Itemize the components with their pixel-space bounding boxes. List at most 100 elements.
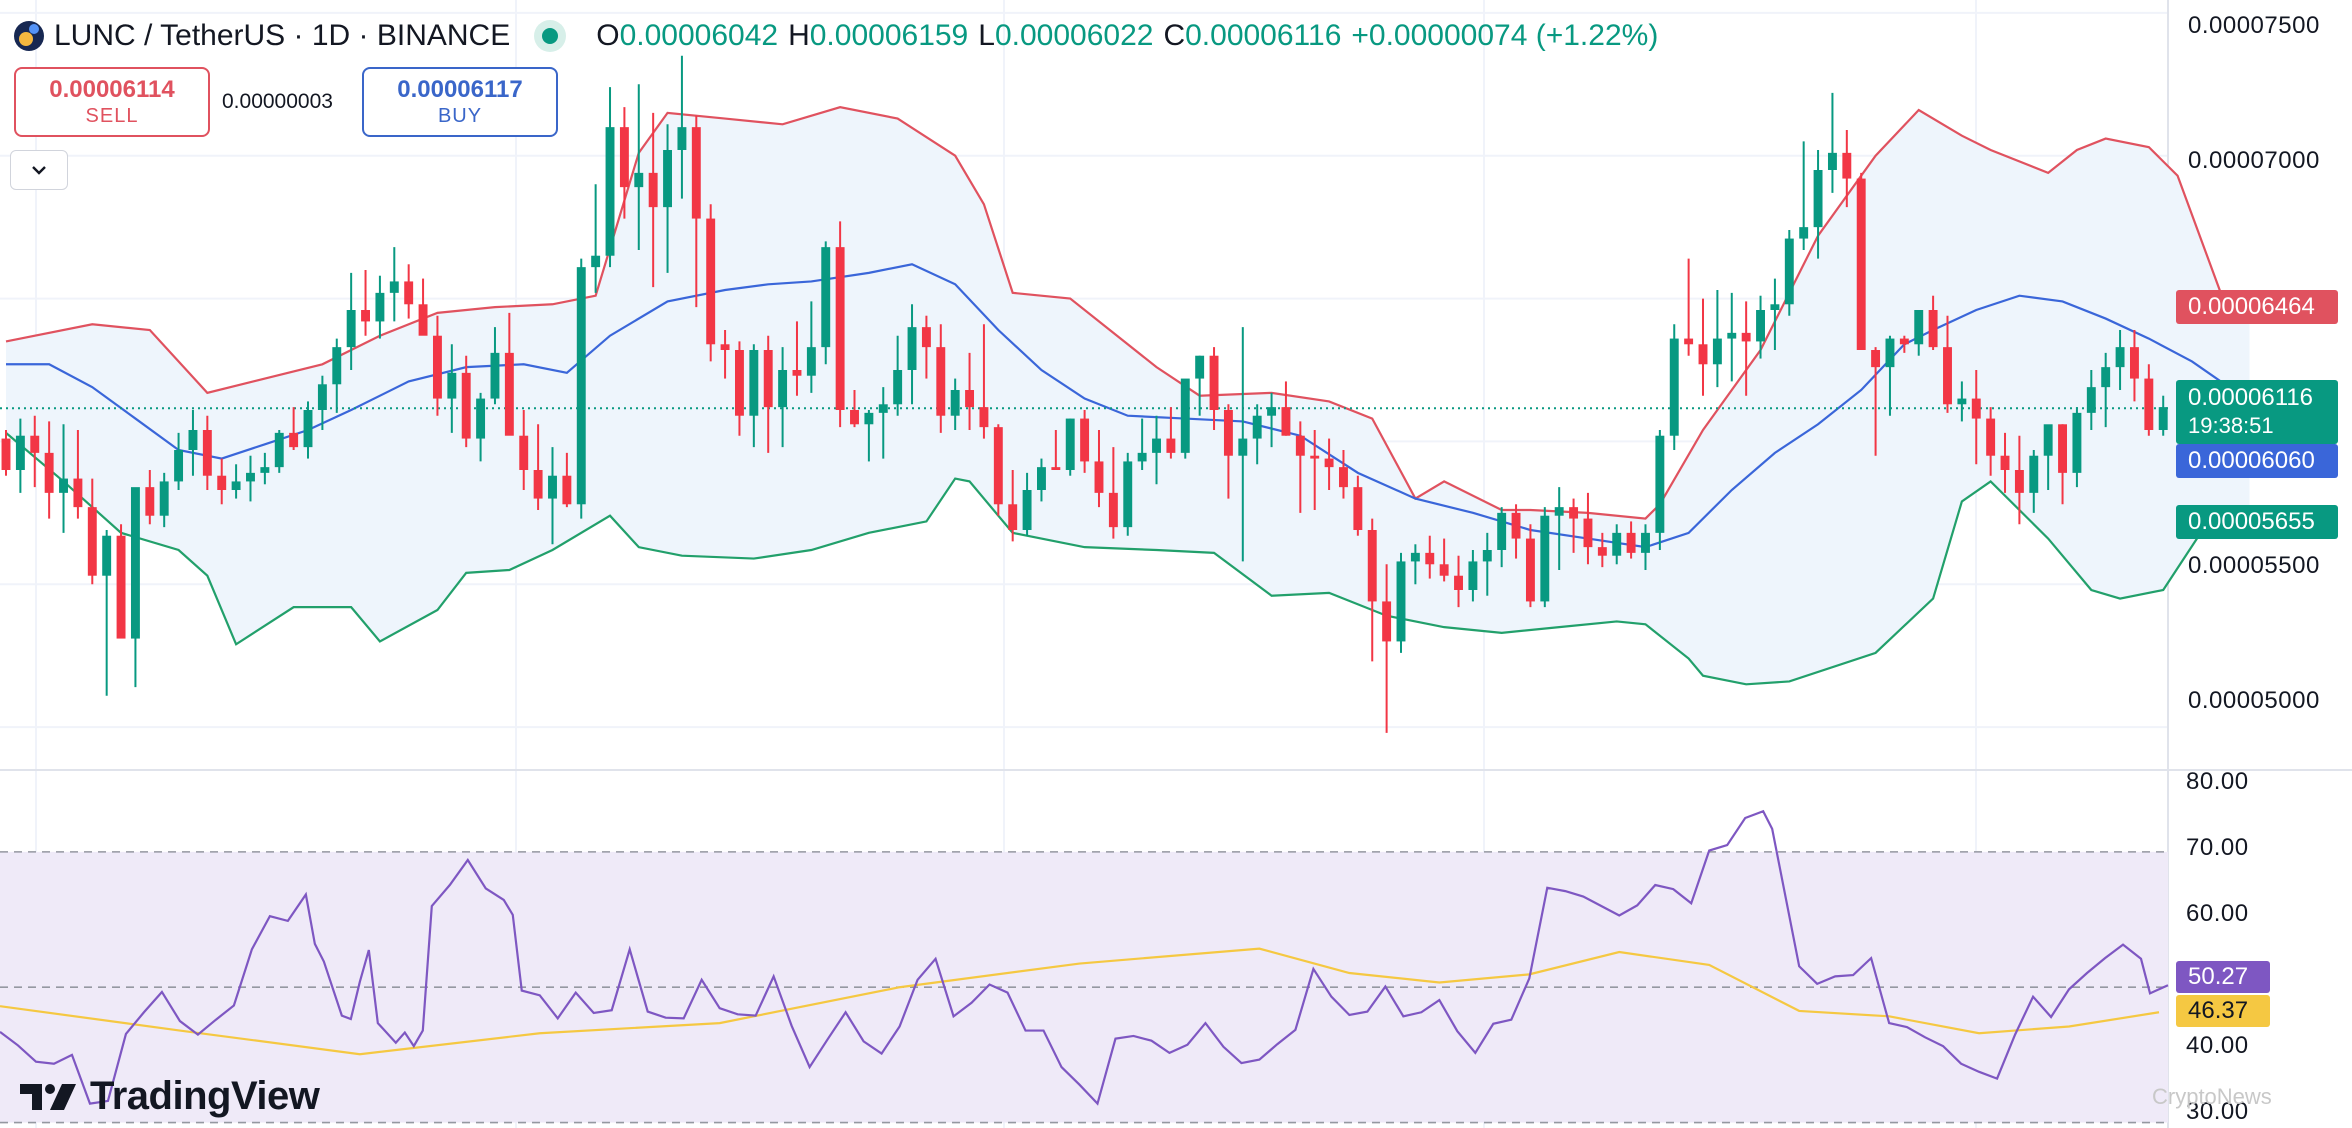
high-label: H xyxy=(788,19,810,52)
candle xyxy=(1669,324,1679,450)
candle xyxy=(159,472,169,528)
candle-body xyxy=(1770,304,1780,310)
candle-body xyxy=(2000,455,2010,470)
candle xyxy=(389,247,399,322)
market-status-icon xyxy=(542,28,559,44)
candle-body xyxy=(821,247,831,348)
candle-body xyxy=(1813,170,1823,228)
candle xyxy=(1425,535,1435,579)
candle xyxy=(1037,458,1046,502)
candle xyxy=(1641,524,1650,570)
candle xyxy=(1223,404,1233,499)
candle-body xyxy=(2014,470,2024,493)
candle-body xyxy=(1497,512,1507,550)
candle xyxy=(734,341,744,436)
candle xyxy=(533,424,543,510)
candle-body xyxy=(1281,407,1291,436)
candle-body xyxy=(1295,435,1305,456)
candle-body xyxy=(1051,467,1061,470)
candle-body xyxy=(1928,310,1938,348)
candle-body xyxy=(1712,338,1722,365)
tradingview-logo[interactable]: TradingView xyxy=(18,1074,320,1119)
candle-body xyxy=(361,310,370,322)
candle-body xyxy=(2115,347,2125,368)
candle xyxy=(1410,544,1420,585)
candle xyxy=(634,84,644,250)
candle xyxy=(102,530,112,696)
candle xyxy=(116,524,126,639)
candle xyxy=(1986,407,1996,476)
candle-body xyxy=(1597,547,1607,556)
basis-tag: 0.00006060 xyxy=(2176,444,2338,478)
candle-body xyxy=(1871,350,1881,368)
sell-button[interactable]: 0.00006114 SELL xyxy=(14,67,210,137)
candle xyxy=(73,430,83,519)
candle-body xyxy=(44,452,54,493)
candle-body xyxy=(174,450,184,482)
candle xyxy=(260,452,270,485)
candle xyxy=(1540,507,1550,608)
candle xyxy=(965,352,975,430)
candle xyxy=(231,464,241,499)
candle-body xyxy=(504,352,514,436)
candle-body xyxy=(1827,152,1837,170)
candle xyxy=(87,478,97,585)
candle-body xyxy=(778,370,788,408)
candle-body xyxy=(1986,418,1996,456)
rsi-pane xyxy=(0,809,2169,1124)
candle xyxy=(1324,438,1334,490)
candle-body xyxy=(461,372,471,439)
candle xyxy=(1008,470,1018,542)
candle xyxy=(950,378,960,430)
candle xyxy=(289,407,299,450)
candle-body xyxy=(1410,552,1420,562)
candle xyxy=(1583,492,1593,565)
candle-body xyxy=(1540,515,1550,602)
candle xyxy=(619,107,629,219)
candle-body xyxy=(1310,455,1320,459)
rsi-tick: 60.00 xyxy=(2186,900,2249,927)
buy-label: BUY xyxy=(437,105,483,127)
candle-body xyxy=(1971,398,1981,419)
candle xyxy=(1310,430,1320,510)
candle-body xyxy=(130,487,140,639)
candle-body xyxy=(476,398,486,439)
candle-body xyxy=(2043,424,2053,456)
candle xyxy=(1123,452,1133,536)
rsi-tick: 70.00 xyxy=(2186,834,2249,861)
candle-body xyxy=(274,432,284,468)
candle-body xyxy=(965,390,975,408)
candle-body xyxy=(260,467,270,473)
candle xyxy=(1497,507,1507,568)
candle-body xyxy=(1108,492,1118,528)
candle xyxy=(1454,555,1463,608)
candle xyxy=(1468,550,1478,602)
candle-body xyxy=(30,435,40,453)
candle xyxy=(447,344,457,433)
candle xyxy=(562,452,572,508)
candle-body xyxy=(1209,355,1219,410)
candle-body xyxy=(1641,532,1650,553)
open-label: O xyxy=(596,19,620,52)
candle-body xyxy=(533,470,543,499)
candle xyxy=(1899,335,1909,353)
candle xyxy=(720,330,730,379)
candle-body xyxy=(145,487,155,516)
candle xyxy=(778,347,788,448)
price-tick: 0.00005500 xyxy=(2188,552,2320,579)
buy-button[interactable]: 0.00006117 BUY xyxy=(362,67,558,137)
candle-body xyxy=(202,430,212,476)
candle xyxy=(274,430,284,473)
candle-body xyxy=(993,427,1003,505)
candle xyxy=(1396,552,1406,653)
change-value: +0.00000074 (+1.22%) xyxy=(1351,19,1659,52)
collapse-legend-button[interactable] xyxy=(10,150,68,190)
candle xyxy=(605,87,615,268)
candle xyxy=(1382,564,1392,733)
candle-body xyxy=(605,127,615,256)
candle-body xyxy=(1525,538,1535,602)
candle-body xyxy=(1899,338,1909,345)
symbol-title[interactable]: LUNC / TetherUS · 1D · BINANCE xyxy=(54,19,511,52)
candle-body xyxy=(1741,332,1751,342)
